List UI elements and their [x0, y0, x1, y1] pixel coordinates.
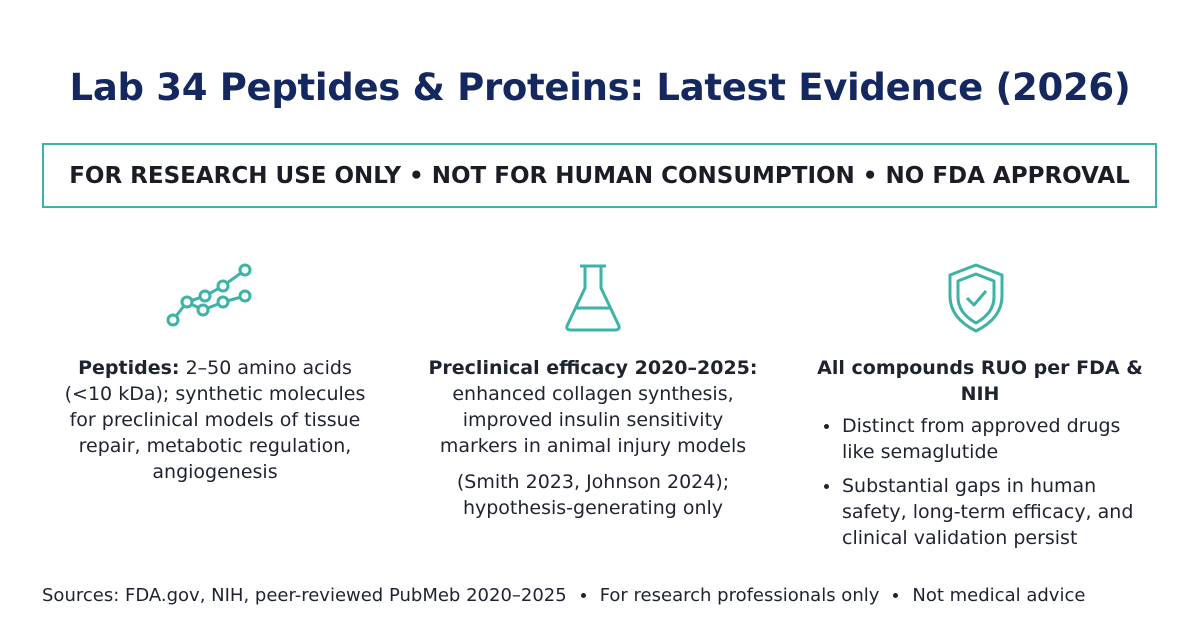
shield-icon — [948, 263, 1004, 333]
molecule-icon — [166, 263, 252, 327]
body-text: markers in animal injury models — [439, 435, 747, 457]
body-text: for preclinical models of tissue — [69, 409, 361, 431]
body-text: angiogenesis — [152, 461, 278, 483]
spacer — [413, 459, 773, 469]
column: Peptides: 2–50 amino acids (<10 kDa); syn… — [35, 355, 395, 485]
body-text: 2–50 amino acids — [185, 357, 352, 379]
disclaimer-banner: FOR RESEARCH USE ONLY • NOT FOR HUMAN CO… — [42, 143, 1157, 208]
bullet-text: safety, long-term efficacy, and — [842, 501, 1134, 523]
citation-text: (Smith 2023, Johnson 2024); — [456, 471, 730, 493]
column-heading: All compounds RUO per FDA & NIH — [817, 357, 1143, 405]
body-text: (<10 kDa); synthetic molecules — [64, 383, 366, 405]
footer-text: Sources: FDA.gov, NIH, peer-reviewed Pub… — [42, 585, 567, 606]
bullet-item: Distinct from approved drugs like semaglu… — [800, 413, 1160, 465]
bullet-text: clinical validation persist — [842, 527, 1078, 549]
bullet-text: like semaglutide — [842, 441, 999, 463]
column: All compounds RUO per FDA & NIH Distinct … — [800, 355, 1160, 559]
body-text: improved insulin sensitivity — [462, 409, 724, 431]
text-line: Peptides: 2–50 amino acids — [35, 355, 395, 381]
bullet-dot — [824, 424, 829, 429]
body-text: repair, metabotic regulation, — [78, 435, 352, 457]
footer-text: For research professionals only — [599, 585, 880, 606]
bullet-text: Distinct from approved drugs — [842, 415, 1121, 437]
bullet-text: Substantial gaps in human — [842, 475, 1097, 497]
body-text: enhanced collagen synthesis, — [452, 383, 734, 405]
flask-icon — [565, 264, 621, 332]
column: Preclinical efficacy 2020–2025: enhanced … — [413, 355, 773, 521]
column-heading: Preclinical efficacy 2020–2025: — [428, 357, 758, 379]
title: Lab 34 Peptides & Proteins: Latest Evide… — [69, 66, 1131, 109]
footer: Sources: FDA.gov, NIH, peer-reviewed Pub… — [42, 585, 1085, 606]
separator-dot — [580, 593, 586, 598]
bullet-dot — [824, 484, 829, 489]
bullet-item: Substantial gaps in human safety, long-te… — [800, 473, 1160, 551]
citation-text: hypothesis-generating only — [462, 497, 724, 519]
separator-dot — [893, 593, 899, 598]
footer-text: Not medical advice — [912, 585, 1086, 606]
column-heading: Peptides: — [78, 357, 180, 379]
